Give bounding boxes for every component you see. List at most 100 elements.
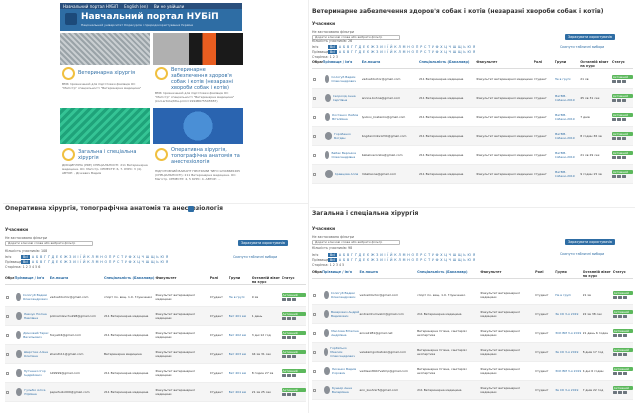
alpha-letter-button[interactable]: В <box>39 255 43 259</box>
gear-icon[interactable] <box>616 99 621 102</box>
alpha-letter-button[interactable]: Т <box>428 45 431 49</box>
alpha-letter-button[interactable]: Я <box>165 260 169 264</box>
participant-role[interactable]: Студент <box>209 390 223 394</box>
alpha-letter-button[interactable]: С <box>423 258 427 262</box>
alpha-letter-button[interactable]: Х <box>133 255 136 259</box>
alpha-letter-button[interactable]: Я <box>472 258 476 262</box>
alpha-letter-button[interactable]: Ц <box>444 45 447 49</box>
participant-group[interactable]: ЗСК ВМ 3-я 2019 <box>555 331 582 335</box>
participant-group[interactable]: ЗСК ВМ 3-я 2019 <box>555 369 582 373</box>
alpha-letter-button[interactable]: Є <box>366 253 370 257</box>
participant-name[interactable]: Маслова Віталіна Андріївна <box>331 329 359 337</box>
pagination[interactable]: Сторінка: 1 2 3 4 5 6 <box>5 265 41 269</box>
alpha-letter-button[interactable]: С <box>116 260 120 264</box>
alpha-letter-button[interactable]: О <box>411 50 415 54</box>
info-icon[interactable] <box>281 393 286 396</box>
alpha-letter-button[interactable]: Ч <box>141 260 144 264</box>
gear-icon[interactable] <box>616 156 621 159</box>
participant-role[interactable]: Студент <box>535 312 549 316</box>
info-icon[interactable] <box>612 296 617 299</box>
alpha-letter-button[interactable]: Л <box>398 258 401 262</box>
gear-icon[interactable] <box>617 296 622 299</box>
column-header[interactable]: Ролі <box>533 60 542 64</box>
gear-icon[interactable] <box>286 317 291 320</box>
alpha-letter-button[interactable]: Є <box>366 50 370 54</box>
alpha-letter-button[interactable]: Е <box>362 50 366 54</box>
course-tile-title[interactable]: Загальна і спеціальна хірургія <box>78 149 137 161</box>
reset-table-link[interactable]: Скинути табличні вибори <box>233 255 278 259</box>
trash-icon[interactable] <box>622 334 627 337</box>
alpha-letter-button[interactable]: Щ <box>151 260 155 264</box>
participant-role[interactable]: Студент <box>535 293 549 297</box>
column-header[interactable]: Обрати <box>312 270 322 274</box>
participant-role[interactable]: Студент <box>533 172 547 176</box>
alpha-letter-button[interactable]: Ц <box>137 260 140 264</box>
alpha-letter-button[interactable]: С <box>423 50 427 54</box>
alpha-letter-button[interactable]: Ш <box>452 45 457 49</box>
alpha-letter-button[interactable]: А <box>338 45 342 49</box>
participant-role[interactable]: Студент <box>535 350 549 354</box>
participant-name[interactable]: Бабак Вероніка Олександрівна <box>331 151 356 159</box>
row-checkbox[interactable] <box>313 134 316 138</box>
alpha-letter-button[interactable]: Х <box>440 253 443 257</box>
alpha-letter-button[interactable]: Є <box>366 258 370 262</box>
alpha-letter-button[interactable]: М <box>95 255 99 259</box>
row-checkbox[interactable] <box>6 333 9 337</box>
table-row[interactable]: Лутченко Ігор Андрійович lut9999@gmail.co… <box>5 364 306 383</box>
alpha-letter-button[interactable]: З <box>69 255 72 259</box>
alpha-letter-button[interactable]: Ї <box>387 45 389 49</box>
alpha-letter-button[interactable]: К <box>87 255 90 259</box>
column-header[interactable]: Обрати <box>5 276 14 280</box>
participant-group[interactable]: Вет 403 вм <box>228 352 246 356</box>
alpha-letter-button[interactable]: Ю <box>467 253 472 257</box>
alpha-letter-button[interactable]: И <box>73 260 76 264</box>
alpha-letter-button[interactable]: З <box>376 50 379 54</box>
alpha-letter-button[interactable]: Ц <box>137 255 140 259</box>
gear-icon[interactable] <box>617 334 622 337</box>
alpha-letter-button[interactable]: А <box>338 258 342 262</box>
course-tile-title[interactable]: Ветеринарна хірургія <box>78 70 136 76</box>
participant-group[interactable]: Не в групі <box>555 293 572 297</box>
alpha-letter-button[interactable]: Ю <box>467 258 472 262</box>
alpha-letter-button[interactable]: У <box>124 260 127 264</box>
gear-icon[interactable] <box>617 315 622 318</box>
alpha-letter-button[interactable]: Є <box>59 260 63 264</box>
alpha-letter-button[interactable]: Л <box>91 260 94 264</box>
table-row[interactable]: Лисенко Вадим Ігорович vadlisen8947vetmp@… <box>312 362 633 381</box>
alpha-letter-button[interactable]: Г <box>351 258 354 262</box>
alpha-letter-button[interactable]: Г <box>351 253 354 257</box>
alpha-letter-button[interactable]: Р <box>420 258 423 262</box>
alpha-letter-button[interactable]: Ф <box>435 253 439 257</box>
participant-name[interactable]: Сологуб Вадим Олександрович <box>330 291 356 299</box>
gear-icon[interactable] <box>616 175 621 178</box>
info-icon[interactable] <box>611 137 616 140</box>
column-header[interactable]: Прізвище / Ім'я <box>14 276 45 280</box>
alpha-letter-button[interactable]: О <box>411 45 415 49</box>
trash-icon[interactable] <box>291 336 296 339</box>
alpha-letter-button[interactable]: Я <box>472 50 476 54</box>
alpha-letter-button[interactable]: Н <box>407 258 410 262</box>
row-checkbox[interactable] <box>313 369 316 373</box>
info-icon[interactable] <box>612 372 617 375</box>
alpha-letter-button[interactable]: Р <box>420 50 423 54</box>
trash-icon[interactable] <box>622 372 627 375</box>
alpha-letter-button[interactable]: Г <box>351 50 354 54</box>
participant-name[interactable]: Горбатько Максим Олександрович <box>330 346 355 358</box>
alpha-letter-button[interactable]: Б <box>342 50 346 54</box>
table-row[interactable]: Вазарович Андрій Вадимович andrazdrumvelm… <box>312 305 633 324</box>
row-checkbox[interactable] <box>313 96 316 100</box>
alpha-letter-button[interactable]: Є <box>366 45 370 49</box>
gear-icon[interactable] <box>286 374 291 377</box>
row-checkbox[interactable] <box>313 172 316 176</box>
alpha-letter-button[interactable]: В <box>346 50 350 54</box>
column-header[interactable]: Ел.пошта <box>361 60 381 64</box>
participant-name[interactable]: Горобенко Богдан <box>334 132 351 140</box>
column-header[interactable]: Факультет <box>480 270 502 274</box>
alpha-letter-button[interactable]: Б <box>342 253 346 257</box>
alpha-letter-button[interactable]: Ж <box>370 50 375 54</box>
alpha-letter-button[interactable]: Е <box>362 253 366 257</box>
row-checkbox[interactable] <box>313 115 316 119</box>
alpha-letter-button[interactable]: Г <box>44 260 47 264</box>
alpha-letter-button[interactable]: Щ <box>458 258 462 262</box>
participant-name[interactable]: Кравцова Алла <box>334 172 359 176</box>
